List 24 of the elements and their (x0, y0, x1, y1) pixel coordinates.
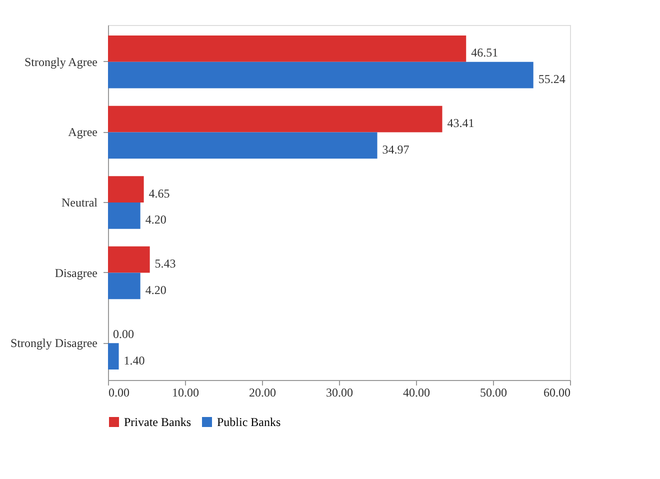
data-label: 5.43 (154, 256, 176, 271)
data-label: 1.40 (124, 353, 145, 368)
y-tick-label: Disagree (54, 266, 98, 280)
data-label: 4.20 (145, 282, 166, 297)
x-tick-label: 30.00 (326, 386, 353, 400)
legend-label: Private Banks (124, 415, 192, 429)
y-tick-label: Strongly Disagree (10, 336, 98, 350)
x-tick-label: 40.00 (403, 386, 430, 400)
y-tick-label: Neutral (62, 196, 98, 210)
data-label: 4.65 (148, 186, 170, 200)
data-label: 4.20 (145, 212, 166, 227)
y-tick-label: Strongly Agree (24, 54, 98, 69)
data-label: 34.97 (382, 142, 410, 156)
data-label: 43.41 (447, 116, 474, 130)
x-tick-label: 20.00 (249, 386, 276, 400)
x-tick-label: 0.00 (108, 386, 130, 400)
x-tick-label: 50.00 (480, 386, 507, 400)
data-label: 55.24 (538, 72, 566, 86)
data-label: 46.51 (471, 46, 498, 60)
legend-label: Public Banks (217, 415, 281, 429)
data-label: 0.00 (113, 326, 134, 341)
x-tick-label: 60.00 (544, 386, 570, 400)
y-tick-label: Agree (68, 125, 98, 140)
x-tick-label: 10.00 (172, 386, 199, 400)
